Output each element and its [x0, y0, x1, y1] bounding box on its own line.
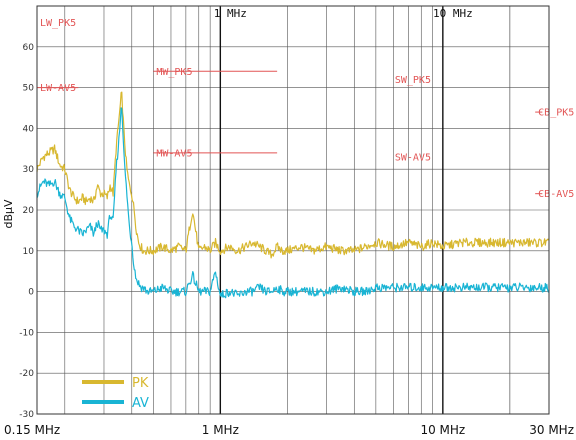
- limit-label: LW_PK5: [40, 18, 76, 29]
- y-tick-label: 50: [23, 84, 35, 94]
- y-tick-label: 30: [23, 165, 35, 175]
- limit-lines: LW_PK5 LW-AV5 MW_PK5 MW-AV5 SW_PK5 SW-AV5 CB_P…: [37, 18, 574, 200]
- x-tick-label: 30 MHz: [529, 423, 574, 437]
- limit-label: MW_PK5: [156, 67, 192, 78]
- series-line-av: [36, 107, 550, 299]
- x-tick-label: 10 MHz: [420, 423, 465, 437]
- y-tick-label: 0: [28, 288, 34, 298]
- limit-label: MW-AV5: [156, 148, 192, 159]
- plot-frame: [36, 5, 550, 415]
- x-tick-label: 0.15 MHz: [4, 423, 60, 437]
- series-line-pk: [36, 91, 550, 259]
- y-tick-label: -20: [19, 369, 34, 379]
- series-layer: [36, 91, 550, 299]
- y-tick-label: 10: [23, 247, 35, 257]
- y-tick-label: -30: [19, 410, 34, 420]
- limit-label: SW-AV5: [395, 152, 431, 163]
- y-tick-label: 60: [23, 43, 35, 53]
- limit-label: SW_PK5: [395, 75, 431, 86]
- top-tick-label: 1 MHz: [214, 7, 247, 20]
- limit-label: LW-AV5: [40, 83, 76, 94]
- top-tick-label: 10 MHz: [433, 7, 473, 20]
- x-tick-label: 1 MHz: [202, 423, 239, 437]
- y-tick-label: 20: [23, 206, 35, 216]
- y-axis-label: dBµV: [2, 199, 15, 229]
- limit-label: CB-AV5: [538, 189, 574, 200]
- limit-label: CB_PK5: [538, 108, 574, 119]
- grid: [37, 6, 549, 415]
- legend: PK AV: [82, 376, 149, 411]
- y-tick-label: -10: [19, 328, 34, 338]
- legend-label: PK: [132, 376, 149, 391]
- legend-label: AV: [132, 396, 149, 411]
- axes: -30 -20 -10 0 10 20 30 40 50 60 dBµV 0.15 MHz 1 MHz 1…: [2, 5, 574, 437]
- y-tick-label: 40: [23, 124, 35, 134]
